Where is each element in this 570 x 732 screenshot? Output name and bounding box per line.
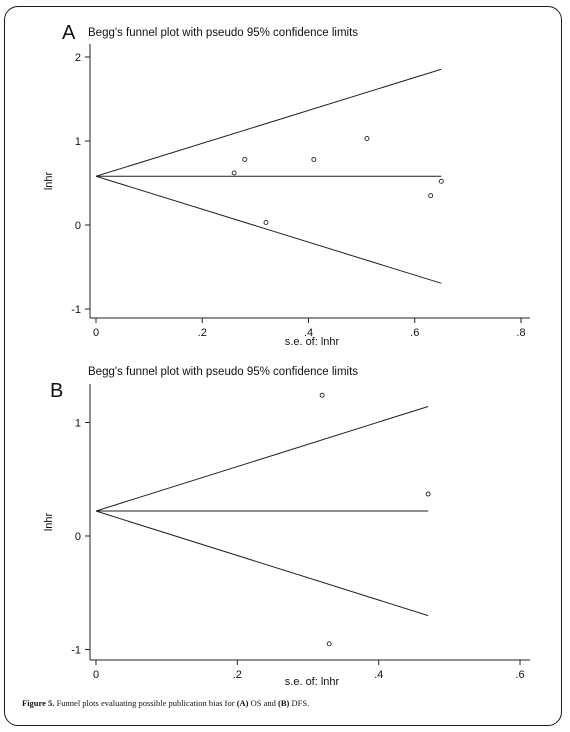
panel-a-y-tick-label: -1	[71, 304, 81, 316]
panel-b-plot: B Begg's funnel plot with pseudo 95% conf…	[43, 366, 530, 688]
panel-b-y-tick-label: 0	[75, 531, 81, 543]
panel-a-study-point	[364, 136, 370, 141]
panel-a-study-point	[231, 170, 237, 176]
panel-b-x-tick-label: .2	[233, 669, 242, 681]
panel-b-y-tick-label: -1	[71, 645, 81, 657]
caption-bold-a: (A)	[236, 698, 249, 708]
panel-b-title: Begg's funnel plot with pseudo 95% confi…	[88, 366, 358, 378]
panel-b-upper-limit-line	[95, 405, 429, 512]
caption-text-1: Funnel plots evaluating possible publica…	[54, 698, 237, 708]
panel-a-lower-limit-line	[95, 175, 442, 284]
panel-b-lower-limit-line	[95, 510, 429, 617]
panel-a-title: Begg's funnel plot with pseudo 95% confi…	[88, 27, 358, 39]
panel-a-y-axis-label: lnhr	[43, 171, 55, 190]
panel-b-letter: B	[50, 380, 63, 402]
panel-a-plot: A Begg's funnel plot with pseudo 95% conf…	[43, 22, 530, 348]
panel-a-study-point	[311, 157, 317, 162]
panel-b-x-tick-label: .6	[515, 669, 524, 681]
figure-caption: Figure 5. Funnel plots evaluating possib…	[22, 698, 552, 708]
caption-text-3: DFS.	[289, 698, 310, 708]
panel-b-y-axis-label: lnhr	[43, 512, 55, 531]
panel-a-x-axis-label: s.e. of: lnhr	[285, 336, 340, 348]
panel-a-study-point	[242, 157, 248, 162]
panel-a-y-tick-label: 1	[75, 136, 81, 148]
panel-b-x-tick-label: 0	[93, 669, 99, 681]
figure-frame	[4, 6, 562, 726]
caption-label: Figure 5.	[22, 698, 55, 708]
panel-a-study-point	[263, 220, 269, 225]
panel-a-letter: A	[62, 22, 76, 44]
panel-a-x-tick-label: .2	[198, 327, 207, 339]
panel-a-x-tick-label: .8	[516, 327, 525, 339]
panel-b-study-point	[425, 491, 431, 497]
caption-bold-b: (B)	[278, 698, 290, 708]
panel-a-y-tick-label: 0	[75, 220, 81, 232]
panel-b-study-point	[326, 641, 332, 647]
panel-b-y-tick-label: 1	[75, 418, 81, 430]
panel-b-study-point	[319, 392, 325, 398]
panel-b-x-tick-label: .4	[374, 669, 383, 681]
panel-a-x-tick-label: .4	[304, 327, 313, 339]
panel-a-study-point	[428, 193, 434, 199]
panel-a-x-tick-label: 0	[93, 327, 99, 339]
caption-text-2: OS and	[248, 698, 279, 708]
panel-a-study-point	[438, 178, 444, 184]
panel-a-y-tick-label: 2	[75, 52, 81, 64]
panel-a-x-tick-label: .6	[410, 327, 419, 339]
panel-b-x-axis-label: s.e. of: lnhr	[285, 676, 340, 688]
panel-a-upper-limit-line	[95, 68, 442, 177]
